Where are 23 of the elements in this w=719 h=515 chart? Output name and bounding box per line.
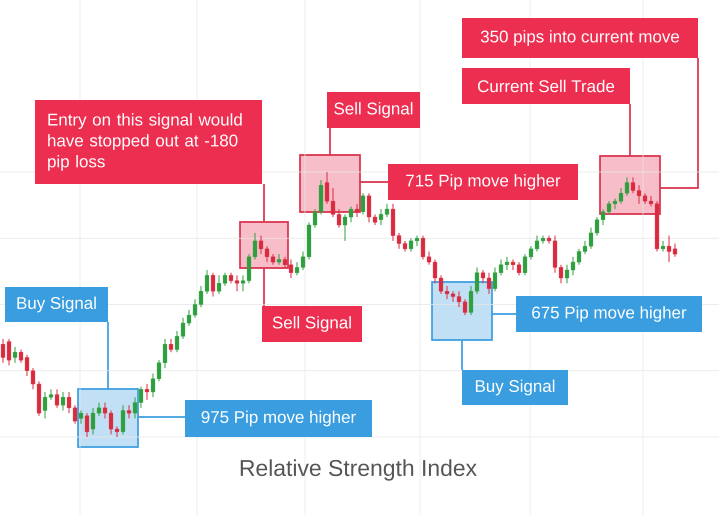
candlestick bbox=[54, 388, 60, 408]
text: Relative Strength Index bbox=[240, 459, 477, 481]
candlestick bbox=[12, 346, 18, 364]
candlestick bbox=[78, 410, 84, 424]
candlestick bbox=[210, 272, 216, 298]
text: 350 pips into current move bbox=[480, 30, 680, 46]
annotation: 675 Pip move higher bbox=[532, 306, 686, 322]
candlestick bbox=[360, 192, 366, 215]
text: Sell Signal bbox=[334, 102, 412, 118]
annotation: Buy Signal bbox=[476, 380, 554, 396]
candlestick bbox=[120, 404, 126, 435]
candlestick bbox=[168, 338, 174, 353]
candlestick bbox=[84, 412, 90, 438]
text: Entry on this signal would have stopped out at -180 pip loss bbox=[48, 113, 242, 171]
candlestick bbox=[660, 240, 666, 252]
candlestick bbox=[60, 391, 66, 411]
annotation: 975 Pip move higher bbox=[202, 410, 356, 426]
annotation: Buy Signal bbox=[17, 296, 96, 312]
annotation: Sell Signal bbox=[272, 316, 351, 332]
candlestick bbox=[144, 383, 150, 400]
annotation: 715 Pip move higher bbox=[406, 174, 560, 190]
text: Current Sell Trade bbox=[478, 80, 614, 92]
candlestick bbox=[126, 404, 132, 419]
